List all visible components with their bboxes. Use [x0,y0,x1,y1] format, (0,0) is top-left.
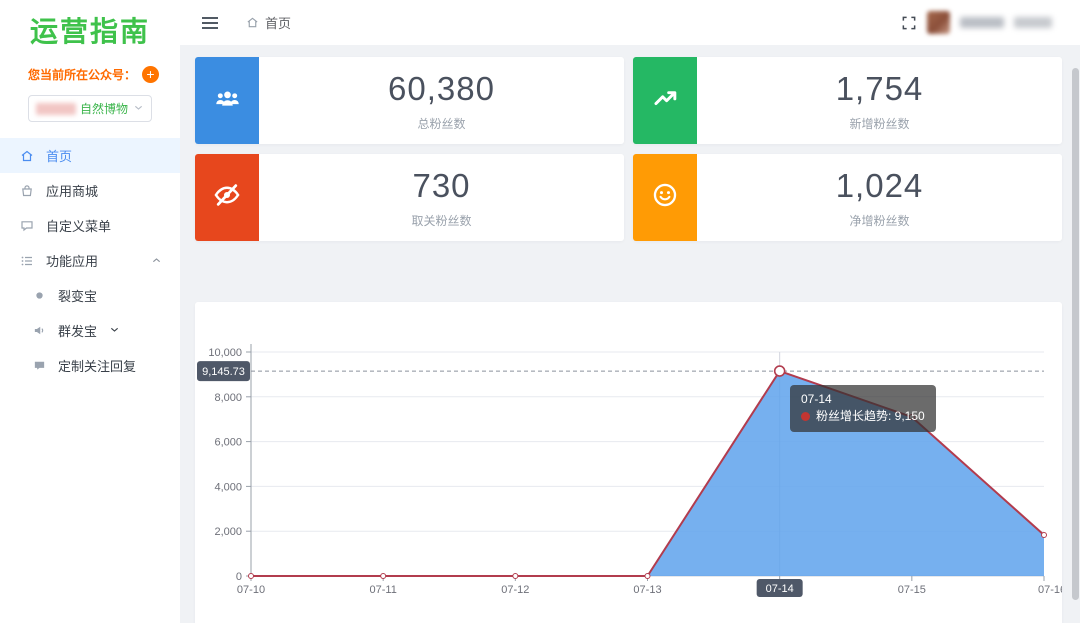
stat-body: 60,380 总粉丝数 [259,57,624,144]
chart-point [380,573,387,579]
stat-iconbox [633,57,697,144]
breadcrumb-label: 首页 [265,16,292,31]
breadcrumb[interactable]: 首页 [246,13,291,32]
fans-growth-chart[interactable]: 0 2,000 4,000 6,000 8,000 10,000 07-10 07-11 07-… [195,302,1062,623]
shop-icon [20,184,34,198]
x-tick-label: 07-13 [633,584,661,596]
x-tick-label: 07-15 [898,584,926,596]
stat-value: 1,754 [835,69,924,107]
y-tick-label: 6,000 [214,437,242,449]
avatar[interactable] [927,11,950,34]
chart-point [1041,532,1047,539]
list-icon [20,254,34,268]
stat-label: 总粉丝数 [417,116,466,131]
stat-row-1: 60,380 总粉丝数 1,754 新增粉丝数 [195,57,1062,144]
stat-iconbox [195,57,259,144]
sidebar-menu: 首页 应用商城 自定义菜单 功能应用 裂变 [0,138,180,383]
dot-circle-icon [33,289,46,302]
stat-card-total-fans: 60,380 总粉丝数 [195,57,624,144]
hamburger-menu-icon[interactable] [200,14,220,32]
y-tick-label: 2,000 [214,526,242,538]
account-name: 自然博物 [80,102,129,116]
chart-point [512,573,519,579]
account-hint: 您当前所在公众号： + [28,66,180,83]
username-masked-2 [1014,17,1052,28]
stat-value: 1,024 [835,166,924,204]
chart-point-hovered [773,365,786,377]
topbar-right [901,11,1052,34]
app-logo: 运营指南 [29,15,150,48]
x-tick-label: 07-11 [370,584,397,596]
x-tick-label: 07-16 [1038,584,1062,596]
sidebar-item-mass-send[interactable]: 群发宝 [0,313,180,348]
sidebar-item-fission[interactable]: 裂变宝 [0,278,180,313]
chevron-up-icon [151,255,162,266]
home-icon [20,149,34,163]
stat-body: 1,754 新增粉丝数 [697,57,1062,144]
stat-label: 净增粉丝数 [849,213,910,228]
sidebar-item-label: 群发宝 [58,324,98,339]
chevron-down-icon [133,100,144,118]
stat-card-new-fans: 1,754 新增粉丝数 [633,57,1062,144]
stat-label: 新增粉丝数 [849,116,910,131]
chart-point [248,573,254,579]
chat-bubble-icon [20,219,34,233]
chevron-down-icon [109,323,120,338]
fans-growth-chart-card: 0 2,000 4,000 6,000 8,000 10,000 07-10 07-11 07-… [195,302,1062,623]
topbar: 首页 [180,0,1080,45]
trend-up-icon [652,85,679,117]
crosshair-x-badge [756,579,803,597]
stat-iconbox [195,154,259,241]
x-tick-label: 07-10 [237,584,265,596]
y-tick-label: 0 [236,571,242,583]
sidebar: 运营指南 您当前所在公众号： + 自然博物 首页 应用商城 自定义菜单 [0,0,180,623]
eye-off-icon [213,181,241,214]
sidebar-item-follow-reply[interactable]: 定制关注回复 [0,348,180,383]
stat-card-net-fans: 1,024 净增粉丝数 [633,154,1062,241]
stat-row-2: 730 取关粉丝数 1,024 净增粉丝数 [195,154,1062,241]
y-tick-label: 10,000 [208,347,242,359]
sidebar-item-label: 首页 [46,149,73,164]
scrollbar[interactable] [1072,68,1079,600]
account-select[interactable]: 自然博物 [28,95,152,122]
home-icon [246,16,259,29]
stat-body: 730 取关粉丝数 [259,154,624,241]
message-icon [33,359,46,372]
speaker-icon [33,324,46,337]
crosshair-y-badge-label: 9,145.73 [202,366,245,378]
y-tick-label: 4,000 [214,481,242,493]
chart-area-fill [251,371,1044,576]
crosshair-x-badge-label: 07-14 [766,583,794,595]
sidebar-item-function-apps[interactable]: 功能应用 [0,243,180,278]
sidebar-item-label: 定制关注回复 [58,359,137,374]
users-icon [214,85,241,117]
main-content: 60,380 总粉丝数 1,754 新增粉丝数 730 [180,45,1080,623]
stat-card-unfollowed-fans: 730 取关粉丝数 [195,154,624,241]
sidebar-item-app-store[interactable]: 应用商城 [0,173,180,208]
stat-value: 730 [412,166,471,204]
stat-value: 60,380 [388,69,495,107]
chart-wrap: 0 2,000 4,000 6,000 8,000 10,000 07-10 07-11 07-… [195,302,1062,623]
sidebar-item-label: 应用商城 [46,184,99,199]
stat-body: 1,024 净增粉丝数 [697,154,1062,241]
stat-iconbox [633,154,697,241]
sidebar-item-label: 自定义菜单 [46,219,112,234]
sidebar-item-home[interactable]: 首页 [0,138,180,173]
sidebar-item-label: 裂变宝 [58,289,98,304]
crosshair-y-badge [197,361,250,382]
x-tick-label: 07-12 [501,584,529,596]
sidebar-item-custom-menu[interactable]: 自定义菜单 [0,208,180,243]
chart-point [908,413,915,420]
fullscreen-icon[interactable] [901,15,917,31]
chart-point [644,573,651,579]
stat-label: 取关粉丝数 [411,213,472,228]
account-hint-label: 您当前所在公众号： [28,68,137,82]
smile-icon [651,181,679,214]
username-masked [960,17,1004,28]
y-tick-label: 8,000 [214,392,242,404]
add-account-button[interactable]: + [142,66,160,83]
sidebar-item-label: 功能应用 [46,254,99,269]
account-name-masked [36,102,76,115]
